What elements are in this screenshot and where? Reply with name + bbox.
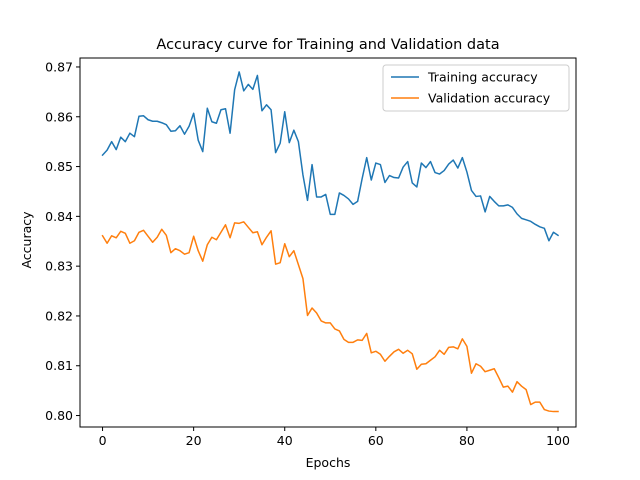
series-line-validation [101, 221, 559, 413]
legend-label: Training accuracy [427, 70, 538, 85]
x-tick-label: 20 [186, 433, 202, 448]
series-line-training [101, 71, 560, 242]
y-tick-label: 0.83 [45, 259, 73, 274]
x-tick-label: 60 [368, 433, 384, 448]
y-tick-label: 0.86 [45, 109, 73, 124]
chart-title: Accuracy curve for Training and Validati… [156, 37, 499, 53]
x-tick-label: 0 [99, 433, 107, 448]
y-tick-label: 0.82 [45, 308, 73, 323]
x-tick-label: 80 [459, 433, 475, 448]
y-axis-label: Accuracy [19, 211, 34, 269]
x-tick-label: 40 [277, 433, 293, 448]
y-tick-label: 0.80 [45, 408, 73, 423]
axis-ticks: 0 20 40 60 80 100 0.80 0.81 0.82 0.83 0.84 0.85 0.86… [45, 59, 570, 448]
axes-frame [79, 57, 577, 428]
y-tick-label: 0.84 [45, 209, 73, 224]
x-axis-label: Epochs [306, 455, 351, 470]
y-tick-label: 0.87 [45, 59, 73, 74]
legend-box [382, 64, 570, 112]
y-tick-label: 0.81 [45, 358, 73, 373]
legend-label: Validation accuracy [428, 91, 551, 106]
legend: Training accuracy Validation accuracy [382, 64, 570, 112]
x-tick-label: 100 [546, 433, 570, 448]
plot-area [101, 71, 560, 413]
y-tick-label: 0.85 [45, 159, 73, 174]
